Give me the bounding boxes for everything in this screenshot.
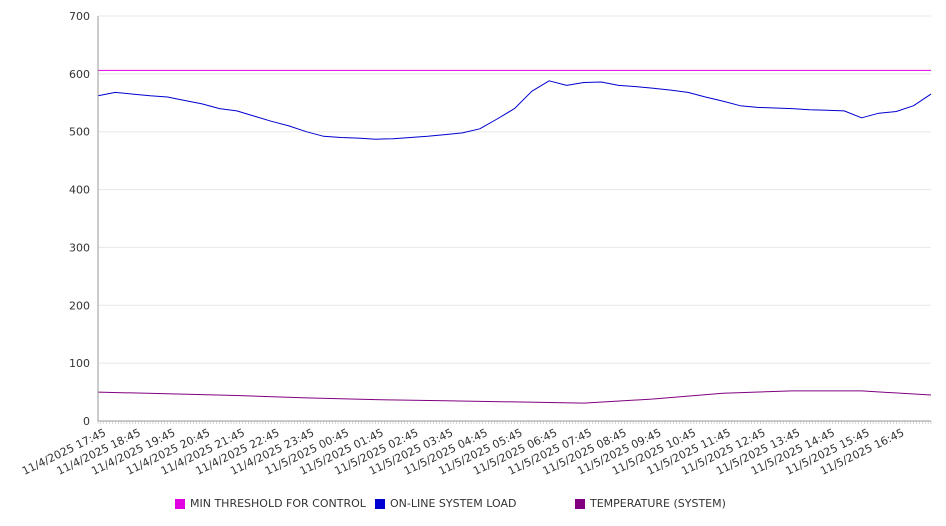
y-tick-label: 700 xyxy=(69,10,90,23)
legend-label-min-threshold: MIN THRESHOLD FOR CONTROL xyxy=(190,497,366,510)
legend-label-system-load: ON-LINE SYSTEM LOAD xyxy=(390,497,517,510)
y-tick-label: 500 xyxy=(69,126,90,139)
legend-label-temperature: TEMPERATURE (SYSTEM) xyxy=(590,497,726,510)
legend-swatch-temperature xyxy=(575,498,585,509)
legend-item-min-threshold[interactable]: MIN THRESHOLD FOR CONTROL xyxy=(175,497,366,510)
legend-item-temperature[interactable]: TEMPERATURE (SYSTEM) xyxy=(575,497,726,510)
legend: MIN THRESHOLD FOR CONTROL ON-LINE SYSTEM… xyxy=(0,497,946,515)
legend-swatch-system-load xyxy=(375,498,385,509)
series-layer xyxy=(97,69,932,404)
y-tick-label: 100 xyxy=(69,357,90,370)
y-tick-label: 400 xyxy=(69,184,90,197)
y-tick-label: 300 xyxy=(69,241,90,254)
y-tick-label: 600 xyxy=(69,68,90,81)
legend-item-system-load[interactable]: ON-LINE SYSTEM LOAD xyxy=(375,497,516,510)
y-tick-label: 200 xyxy=(69,299,90,312)
y-tick-label: 0 xyxy=(83,415,90,428)
grid-lines xyxy=(98,15,931,364)
line-chart: 0 100 200 300 400 500 600 700 11/4/2025 17:4511… xyxy=(20,10,932,478)
legend-swatch-min-threshold xyxy=(175,498,185,509)
series-line-1 xyxy=(97,80,932,140)
y-axis-ticks: 0 100 200 300 400 500 600 700 xyxy=(69,10,90,428)
series-line-2 xyxy=(97,390,932,404)
